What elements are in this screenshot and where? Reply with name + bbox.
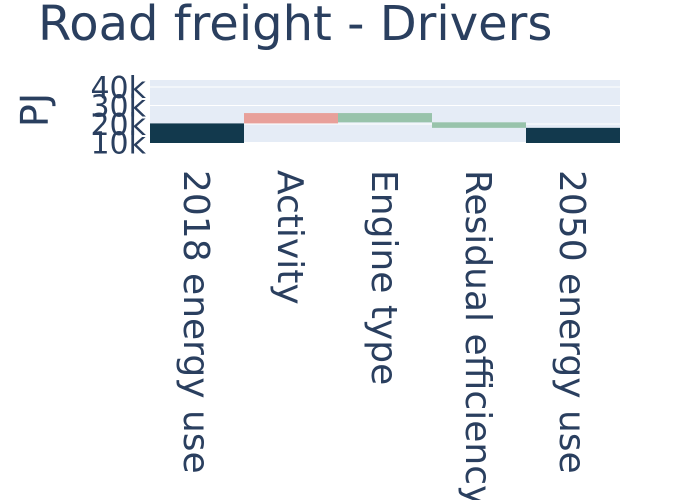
y-tick-label: 10k (90, 126, 146, 161)
y-tick-label: 20k (90, 108, 146, 143)
y-axis-label: PJ (13, 93, 57, 127)
x-tick-label: Engine type (363, 170, 404, 385)
x-tick-label: Activity (269, 170, 310, 305)
bar (338, 113, 432, 123)
x-tick-label: Residual efficiency (457, 170, 498, 500)
bars (150, 113, 620, 143)
bar (526, 127, 620, 143)
x-tick-label: 2018 energy use (175, 170, 216, 474)
bar (150, 123, 244, 143)
y-tick-label: 40k (90, 71, 146, 106)
bar (244, 113, 338, 124)
bar (432, 122, 526, 128)
chart-title: Road freight - Drivers (38, 0, 552, 52)
y-tick-label: 30k (90, 89, 146, 124)
x-tick-label: 2050 energy use (551, 170, 592, 474)
